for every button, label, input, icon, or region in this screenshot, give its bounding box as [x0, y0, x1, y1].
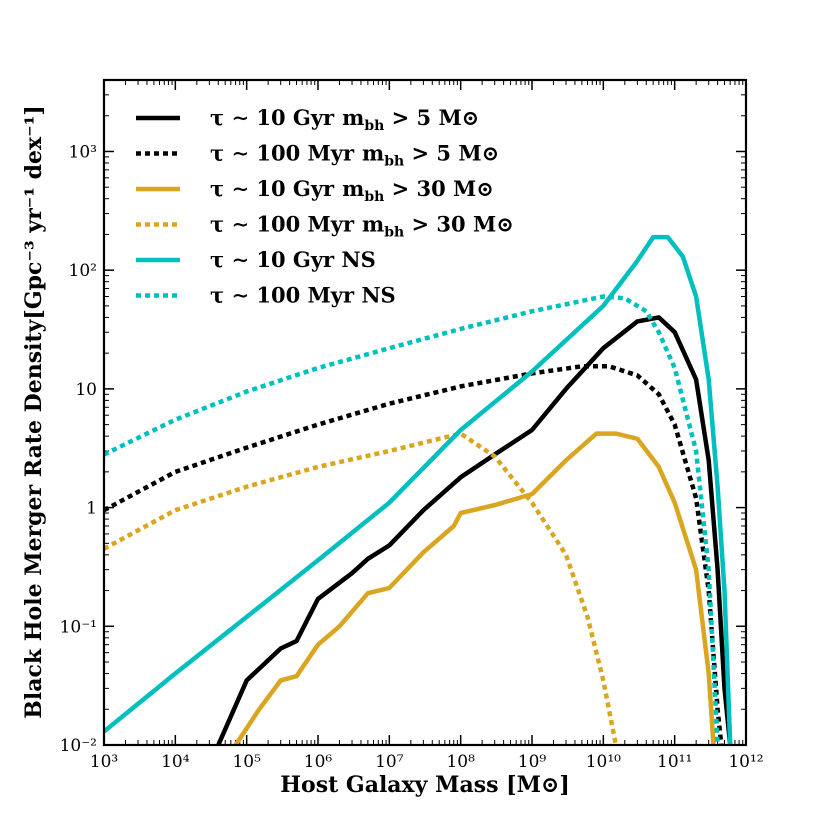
legend-label-text: τ ∼ 100 Myr NS — [210, 283, 396, 308]
legend-label-subscript: bh — [364, 189, 384, 205]
legend-entry: τ ∼ 100 Myr mbh > 5 M⊙ — [210, 141, 499, 170]
legend-entry: τ ∼ 100 Myr mbh > 30 M⊙ — [210, 212, 514, 241]
plot-frame — [102, 78, 748, 747]
legend-label-text: τ ∼ 100 Myr — [210, 212, 355, 237]
legend-label-text: τ ∼ 10 Gyr — [210, 176, 335, 201]
legend-label-text: τ ∼ 10 Gyr NS — [210, 247, 376, 272]
series-line-1-10-gyr-m-bh-5-m — [216, 315, 733, 745]
legend-entry: τ ∼ 10 Gyr NS — [210, 247, 376, 272]
series-line-3-10-gyr-m-bh-30-m — [233, 431, 716, 745]
legend-entry: τ ∼ 100 Myr NS — [210, 283, 396, 308]
legend-label-m: m — [342, 105, 364, 130]
x-tick-label: 10⁷ — [375, 752, 404, 772]
x-tick-label: 10¹⁰ — [586, 752, 621, 772]
legend-label-m: m — [362, 212, 384, 237]
x-axis-title: Host Galaxy Mass [M⊙] — [280, 772, 570, 798]
x-tick-label: 10¹¹ — [657, 752, 692, 772]
legend-label-subscript: bh — [364, 118, 384, 134]
legend-entry: τ ∼ 10 Gyr mbh > 5 M⊙ — [210, 105, 479, 134]
legend-label-suffix: > 30 M⊙ — [384, 176, 494, 201]
legend-label-subscript: bh — [384, 225, 404, 241]
legend-label-subscript: bh — [384, 154, 404, 170]
y-axis-title: Black Hole Merger Rate Density[Gpc⁻³ yr⁻… — [21, 105, 47, 719]
y-tick-label: 10⁻² — [60, 736, 97, 756]
x-tick-label: 10¹² — [728, 752, 763, 772]
legend-label-m: m — [342, 176, 364, 201]
x-tick-label: 10⁵ — [232, 752, 261, 772]
y-tick-label: 1 — [86, 499, 97, 519]
legend-label-text: τ ∼ 10 Gyr — [210, 105, 335, 130]
series-line-4-100-myr-m-bh-30-m — [104, 431, 619, 745]
legend-entry: τ ∼ 10 Gyr mbh > 30 M⊙ — [210, 176, 494, 205]
data-series — [104, 234, 733, 745]
x-tick-label: 10⁸ — [446, 752, 475, 772]
x-tick-label: 10⁴ — [161, 752, 190, 772]
x-tick-label: 10⁶ — [304, 752, 333, 772]
series-line-5-10-gyr-ns — [104, 234, 733, 745]
legend-label-m: m — [362, 141, 384, 166]
x-tick-label: 10⁹ — [518, 752, 547, 772]
tick-labels: 10³ 10⁴ 10⁵ 10⁶ 10⁷ 10⁸ 10⁹ 10¹⁰ 10¹¹ 10¹² 10⁻² 10⁻… — [60, 142, 764, 772]
y-tick-label: 10⁻¹ — [60, 617, 97, 637]
legend-label-text: τ ∼ 100 Myr — [210, 141, 355, 166]
legend: τ ∼ 10 Gyr mbh > 5 M⊙τ ∼ 100 Myr mbh > 5 M… — [136, 105, 514, 308]
legend-label-suffix: > 5 M⊙ — [384, 105, 479, 130]
y-tick-label: 10 — [75, 380, 97, 400]
series-line-6-100-myr-ns — [104, 294, 720, 745]
y-tick-label: 10² — [69, 261, 97, 281]
series-line-2-100-myr-m-bh-5-m — [104, 364, 724, 745]
legend-label-suffix: > 5 M⊙ — [404, 141, 499, 166]
legend-label-suffix: > 30 M⊙ — [404, 212, 514, 237]
x-tick-label: 10³ — [90, 752, 118, 772]
y-tick-label: 10³ — [69, 142, 97, 162]
